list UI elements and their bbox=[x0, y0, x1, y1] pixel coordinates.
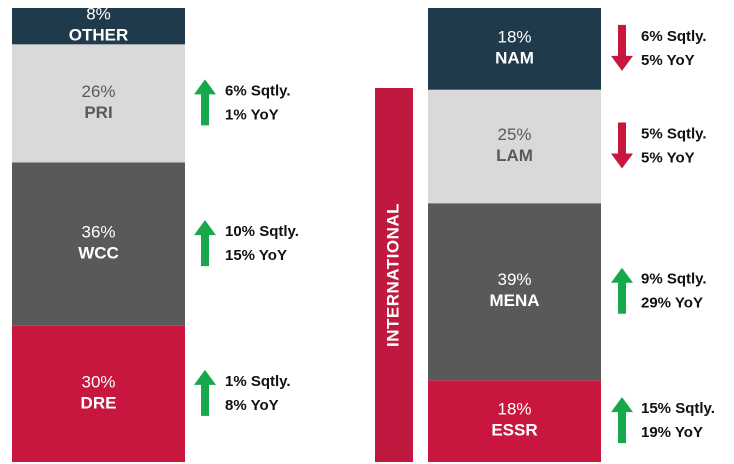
trend-arrow bbox=[194, 369, 216, 416]
value-label: 8% bbox=[86, 5, 111, 24]
segment-label: WCC bbox=[78, 244, 119, 263]
segment-label: PRI bbox=[84, 103, 112, 122]
value-label: 30% bbox=[81, 372, 115, 391]
annotation: 19% YoY bbox=[641, 424, 703, 441]
annotation: 9% Sqtly. bbox=[641, 271, 707, 288]
value-label: 18% bbox=[497, 400, 531, 419]
annotation: 5% YoY bbox=[641, 149, 695, 166]
bar-segment bbox=[428, 8, 601, 90]
annotation: 6% Sqtly. bbox=[225, 82, 291, 99]
value-label: 39% bbox=[497, 270, 531, 289]
annotation: 29% YoY bbox=[641, 295, 703, 312]
segment-label: NAM bbox=[495, 48, 534, 67]
annotation: 10% Sqtly. bbox=[225, 223, 299, 240]
bar-segment bbox=[428, 380, 601, 462]
value-label: 36% bbox=[81, 223, 115, 242]
annotation: 8% YoY bbox=[225, 397, 279, 414]
trend-arrow bbox=[194, 220, 216, 267]
annotation: 1% Sqtly. bbox=[225, 373, 291, 390]
annotation: 15% Sqtly. bbox=[641, 400, 715, 417]
annotation: 5% YoY bbox=[641, 52, 695, 69]
segment-label: DRE bbox=[81, 393, 117, 412]
annotation: 5% Sqtly. bbox=[641, 125, 707, 142]
segment-label: ESSR bbox=[491, 421, 537, 440]
bar-segment bbox=[428, 89, 601, 204]
segment-label: MENA bbox=[489, 291, 539, 310]
value-label: 25% bbox=[497, 125, 531, 144]
trend-arrow bbox=[194, 79, 216, 126]
value-label: 26% bbox=[81, 82, 115, 101]
side-label: INTERNATIONAL bbox=[383, 203, 402, 347]
side-band bbox=[375, 88, 413, 462]
segment-label: LAM bbox=[496, 146, 533, 165]
segment-label: OTHER bbox=[69, 26, 129, 45]
annotation: 6% Sqtly. bbox=[641, 28, 707, 45]
trend-arrow bbox=[611, 267, 633, 314]
trend-arrow bbox=[611, 122, 633, 169]
trend-arrow bbox=[611, 397, 633, 444]
annotation: 1% YoY bbox=[225, 106, 279, 123]
bar-segment bbox=[12, 162, 185, 326]
bar-segment bbox=[12, 8, 185, 45]
bar-segment bbox=[12, 44, 185, 163]
bar-segment bbox=[12, 325, 185, 462]
annotation: 15% YoY bbox=[225, 247, 287, 264]
trend-arrow bbox=[611, 24, 633, 71]
bar-segment bbox=[428, 203, 601, 381]
value-label: 18% bbox=[497, 27, 531, 46]
